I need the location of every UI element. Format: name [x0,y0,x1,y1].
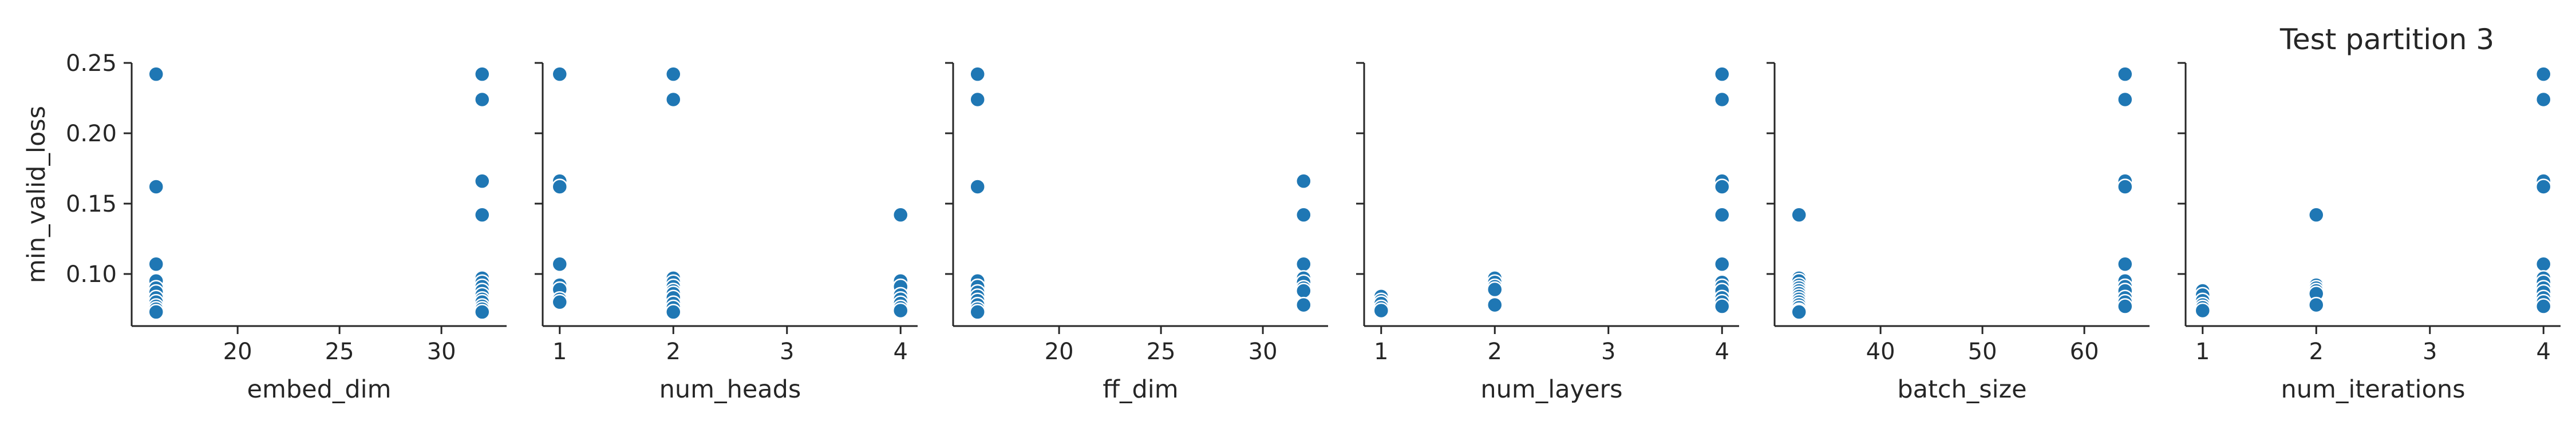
panel-num-heads: 1 2 3 4 num_heads [535,62,918,404]
data-point [2194,302,2211,319]
data-point [2117,256,2134,273]
x-tick-label: 25 [325,339,354,365]
data-point [1295,256,1312,273]
x-tick-label: 3 [780,339,794,365]
x-tick-label: 50 [1968,339,1997,365]
data-point [1487,281,1503,298]
x-axis-label: embed_dim [247,375,391,404]
data-point [551,66,568,82]
panel-num-layers: 1 2 3 4 num_layers [1356,62,1739,404]
y-tick-label: 0.25 [66,50,117,77]
x-tick-label: 4 [2537,339,2551,365]
data-point [2535,66,2552,82]
data-point [1487,296,1503,313]
x-tick-label: 30 [427,339,456,365]
x-tick-label: 4 [894,339,908,365]
data-point [1295,296,1312,313]
data-point [665,66,682,82]
data-point [2117,178,2134,195]
data-point [474,173,491,189]
y-tick-label: 0.10 [66,261,117,288]
x-tick-label: 20 [223,339,252,365]
x-axis-label: ff_dim [1103,375,1178,404]
x-tick-label: 30 [1249,339,1278,365]
data-point [2117,91,2134,108]
data-point [2117,298,2134,315]
data-point [1713,256,1730,273]
data-point [1295,206,1312,223]
data-point [2535,91,2552,108]
data-point [474,91,491,108]
x-tick-label: 2 [2309,339,2324,365]
data-point [148,66,164,82]
x-tick-label: 3 [2423,339,2437,365]
y-axis-label: min_valid_loss [22,106,51,283]
scatter-panels: 0.10 0.15 0.20 0.25 20 25 30 embed_dim min_valid… [22,50,2561,404]
data-point [1713,206,1730,223]
x-axis-label: num_iterations [2281,375,2466,404]
data-point [1295,283,1312,299]
x-tick-label: 4 [1715,339,1729,365]
data-point [969,178,986,195]
data-point [1791,206,1807,223]
x-tick-label: 1 [2195,339,2210,365]
x-tick-label: 3 [1601,339,1615,365]
data-point [474,304,491,320]
data-point [148,256,164,273]
data-point [551,293,568,311]
panel-ff-dim: 20 25 30 ff_dim [945,62,1328,404]
data-point [2535,256,2552,273]
data-point [892,302,909,319]
figure-title: Test partition 3 [2279,23,2494,56]
x-tick-label: 60 [2070,339,2099,365]
data-point [665,91,682,108]
data-point [148,178,164,195]
x-axis-label: num_heads [659,375,801,404]
panel-embed-dim: 0.10 0.15 0.20 0.25 20 25 30 embed_dim min_valid… [22,50,507,404]
data-point [148,304,164,320]
y-tick-label: 0.15 [66,191,117,217]
data-point [2308,206,2325,223]
data-point [2308,296,2325,313]
x-tick-label: 25 [1147,339,1176,365]
data-point [2535,298,2552,315]
x-tick-label: 20 [1045,339,1074,365]
data-point [969,66,986,82]
panel-batch-size: 40 50 60 batch_size [1767,62,2150,404]
data-point [1713,298,1730,315]
data-point [892,206,909,223]
data-point [551,178,568,195]
x-axis-label: batch_size [1897,375,2026,404]
data-point [1713,178,1730,195]
data-point [665,304,682,320]
x-tick-label: 40 [1866,339,1895,365]
x-axis-label: num_layers [1480,375,1622,404]
x-tick-label: 2 [666,339,681,365]
x-tick-label: 1 [552,339,567,365]
data-point [551,256,568,273]
x-tick-label: 1 [1374,339,1388,365]
data-point [969,91,986,108]
data-point [1295,173,1312,189]
data-point [474,66,491,82]
data-point [1713,66,1730,82]
data-point [969,304,986,320]
panel-num-iterations: 1 2 3 4 num_iterations [2178,62,2561,404]
y-tick-label: 0.20 [66,121,117,147]
data-point [1713,91,1730,108]
data-point [1791,304,1807,320]
data-point [1373,302,1390,319]
data-point [474,206,491,223]
data-point [2117,66,2134,82]
data-point [2535,178,2552,195]
x-tick-label: 2 [1488,339,1502,365]
